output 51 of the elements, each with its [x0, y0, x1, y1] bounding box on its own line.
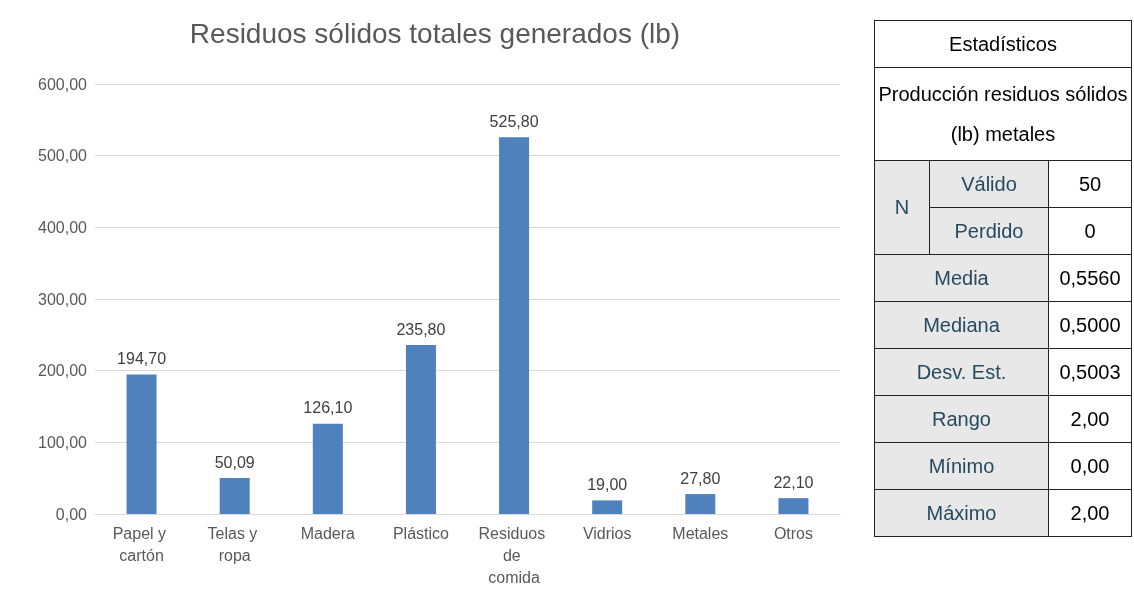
y-tick-label: 100,00	[38, 433, 88, 451]
text: 0	[1048, 207, 1132, 255]
text: Estadísticos	[874, 20, 1132, 68]
text: Producción residuos sólidos (lb) metales	[874, 67, 1132, 161]
bar	[685, 494, 716, 514]
bar	[592, 500, 623, 514]
data-label: 27,80	[680, 469, 721, 487]
text: Perdido	[929, 207, 1049, 255]
chart-title: Residuos sólidos totales generados (lb)	[189, 17, 681, 49]
text: Mediana	[874, 301, 1049, 349]
data-label: 126,10	[303, 399, 353, 417]
text: 0,5003	[1048, 348, 1132, 396]
x-tick-label: Vidrios	[582, 524, 632, 542]
y-tick-label: 500,00	[38, 147, 88, 165]
x-tick-label: Metales	[672, 524, 729, 542]
data-label: 22,10	[773, 473, 814, 491]
bar	[405, 345, 436, 514]
data-label: 194,70	[117, 349, 167, 367]
text: 2,00	[1048, 489, 1132, 537]
y-tick-label: 600,00	[38, 75, 88, 93]
text: 50	[1048, 160, 1132, 208]
text: N	[874, 160, 930, 255]
data-label: 50,09	[214, 453, 255, 471]
text: Rango	[874, 395, 1049, 443]
data-label: 235,80	[396, 320, 446, 338]
x-tick-label: Plástico	[392, 524, 450, 542]
text: 2,00	[1048, 395, 1132, 443]
x-tick-label: Madera	[300, 524, 356, 542]
y-tick-label: 300,00	[38, 290, 88, 308]
text: Mínimo	[874, 442, 1049, 490]
bar	[126, 374, 157, 514]
x-tick-label: Otros	[773, 524, 813, 542]
x-tick-label: Papel y cartón	[112, 524, 171, 564]
y-tick-label: 0,00	[55, 505, 88, 523]
text: 0,5000	[1048, 301, 1132, 349]
y-tick-label: 200,00	[38, 362, 88, 380]
x-tick-label: Residuos de comida	[478, 524, 550, 586]
bar	[778, 498, 809, 514]
y-tick-label: 400,00	[38, 218, 88, 236]
data-label: 19,00	[587, 475, 628, 493]
text: 0,00	[1048, 442, 1132, 490]
bar	[219, 478, 250, 514]
text: 0,5560	[1048, 254, 1132, 302]
text: Máximo	[874, 489, 1049, 537]
bar	[312, 423, 343, 514]
text: Desv. Est.	[874, 348, 1049, 396]
x-tick-label: Telas y ropa	[207, 524, 262, 564]
text: Media	[874, 254, 1049, 302]
text: Válido	[929, 160, 1049, 208]
data-label: 525,80	[489, 112, 539, 130]
bar	[499, 137, 530, 514]
